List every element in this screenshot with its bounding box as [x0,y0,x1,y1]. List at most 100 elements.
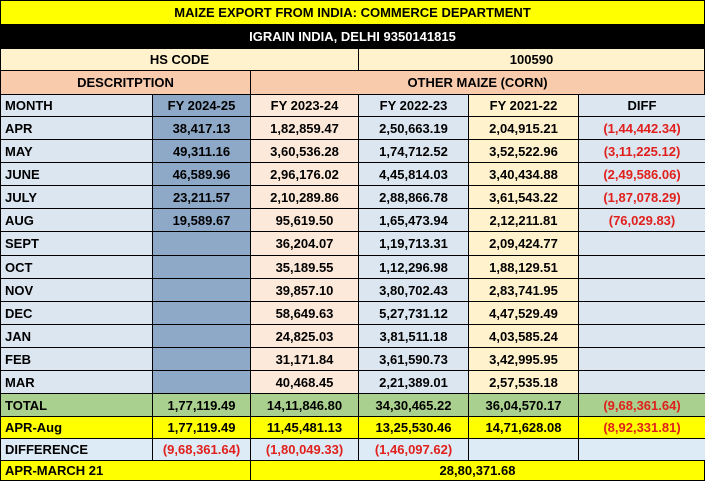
column-header: MONTH [0,94,153,117]
value: 1,12,296.98 [358,255,469,279]
value: 2,57,535.18 [468,370,579,394]
value [578,347,705,371]
value [152,301,251,325]
month: OCT [0,255,153,279]
footer-value: 28,80,371.68 [250,460,705,481]
value: 2,83,741.95 [468,278,579,302]
month: DEC [0,301,153,325]
value [578,438,705,461]
value: 2,09,424.77 [468,231,579,256]
column-header: FY 2023-24 [250,94,359,117]
value: 49,311.16 [152,139,251,163]
column-header: FY 2022-23 [358,94,469,117]
value [578,255,705,279]
value: 3,61,590.73 [358,347,469,371]
footer-label: APR-MARCH 21 [0,460,251,481]
value: (1,46,097.62) [358,438,469,461]
value: 19,589.67 [152,208,251,232]
value: 2,96,176.02 [250,162,359,186]
value: 1,74,712.52 [358,139,469,163]
month: MAR [0,370,153,394]
value [152,347,251,371]
value [152,370,251,394]
month: APR [0,116,153,140]
value: 3,61,543.22 [468,185,579,209]
value: 40,468.45 [250,370,359,394]
month: JUNE [0,162,153,186]
value [578,370,705,394]
value: (3,11,225.12) [578,139,705,163]
month: MAY [0,139,153,163]
value: 2,21,389.01 [358,370,469,394]
value: 3,40,434.88 [468,162,579,186]
value: 1,77,119.49 [152,416,251,439]
value [468,438,579,461]
value: 1,19,713.31 [358,231,469,256]
column-header: FY 2024-25 [152,94,251,117]
title: MAIZE EXPORT FROM INDIA: COMMERCE DEPART… [0,0,705,25]
value: (1,80,049.33) [250,438,359,461]
value: 4,03,585.24 [468,324,579,348]
value [578,301,705,325]
value: 4,47,529.49 [468,301,579,325]
value [152,255,251,279]
value: (1,87,078.29) [578,185,705,209]
value: 2,88,866.78 [358,185,469,209]
value [578,324,705,348]
value: 2,04,915.21 [468,116,579,140]
value: 11,45,481.13 [250,416,359,439]
hs-code-label: HS CODE [0,48,359,71]
value: 35,189.55 [250,255,359,279]
hs-code: 100590 [358,48,705,71]
value: 3,52,522.96 [468,139,579,163]
value: 23,211.57 [152,185,251,209]
value: 3,60,536.28 [250,139,359,163]
value: 36,04,570.17 [468,393,579,417]
value: 34,30,465.22 [358,393,469,417]
value [152,231,251,256]
value: 1,88,129.51 [468,255,579,279]
value: 3,81,511.18 [358,324,469,348]
month: JAN [0,324,153,348]
description-label: DESCRITPTION [0,70,251,95]
value: 14,11,846.80 [250,393,359,417]
value [578,278,705,302]
description: OTHER MAIZE (CORN) [250,70,705,95]
month: AUG [0,208,153,232]
value: (9,68,361.64) [152,438,251,461]
row-label: TOTAL [0,393,153,417]
value: 3,42,995.95 [468,347,579,371]
value: (8,92,331.81) [578,416,705,439]
value: 36,204.07 [250,231,359,256]
value: 4,45,814.03 [358,162,469,186]
month: FEB [0,347,153,371]
value: 95,619.50 [250,208,359,232]
value: 24,825.03 [250,324,359,348]
value: 31,171.84 [250,347,359,371]
column-header: DIFF [578,94,705,117]
value: 1,65,473.94 [358,208,469,232]
value: 38,417.13 [152,116,251,140]
value: 58,649.63 [250,301,359,325]
row-label: DIFFERENCE [0,438,153,461]
value: 46,589.96 [152,162,251,186]
month: SEPT [0,231,153,256]
row-label: APR-Aug [0,416,153,439]
value: (2,49,586.06) [578,162,705,186]
value: (76,029.83) [578,208,705,232]
month: JULY [0,185,153,209]
column-header: FY 2021-22 [468,94,579,117]
value: 39,857.10 [250,278,359,302]
value: 5,27,731.12 [358,301,469,325]
value: 2,10,289.86 [250,185,359,209]
value: (9,68,361.64) [578,393,705,417]
value: (1,44,442.34) [578,116,705,140]
value [152,278,251,302]
month: NOV [0,278,153,302]
subtitle: IGRAIN INDIA, DELHI 9350141815 [0,24,705,49]
value: 2,12,211.81 [468,208,579,232]
value [578,231,705,256]
value: 1,77,119.49 [152,393,251,417]
value [152,324,251,348]
